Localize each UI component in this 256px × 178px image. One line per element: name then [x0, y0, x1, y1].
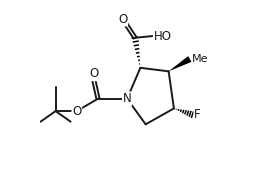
Text: O: O — [72, 105, 81, 118]
Text: HO: HO — [154, 30, 172, 43]
Text: Me: Me — [191, 54, 208, 64]
Text: O: O — [118, 13, 127, 26]
Text: F: F — [194, 108, 201, 121]
Polygon shape — [169, 56, 191, 71]
Text: O: O — [89, 67, 98, 80]
Text: N: N — [123, 92, 132, 105]
